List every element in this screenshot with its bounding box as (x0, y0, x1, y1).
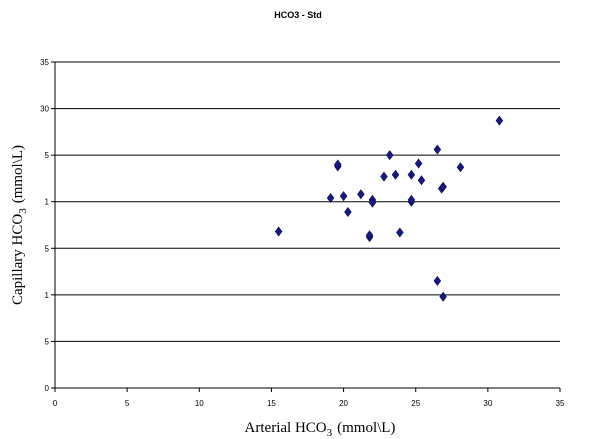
x-tick-label: 0 (53, 399, 58, 408)
data-point (439, 291, 447, 302)
data-point (433, 144, 442, 155)
y-tick-label: 1 (45, 291, 50, 300)
data-point (274, 226, 283, 237)
x-tick-label: 15 (267, 399, 276, 408)
data-point (407, 169, 416, 180)
data-point (365, 230, 374, 241)
data-point (339, 191, 348, 202)
chart-title: HCO3 - Std (274, 10, 322, 20)
x-tick-label: 5 (125, 399, 130, 408)
x-tick-label: 35 (556, 399, 565, 408)
y-tick-label: 5 (45, 244, 50, 253)
data-point (414, 158, 423, 169)
data-point (380, 171, 388, 182)
data-point (334, 159, 342, 170)
x-axis-label-subscript: 3 (327, 427, 333, 439)
y-tick-label: 30 (40, 105, 49, 114)
data-point (417, 175, 426, 186)
x-axis-tick-labels: 0 5 10 15 20 25 30 35 (53, 399, 565, 408)
data-point (385, 150, 394, 161)
x-axis-label: Arterial HCO3 (mmol\L) (245, 420, 396, 439)
y-tick-label: 1 (45, 198, 50, 207)
data-point (326, 192, 335, 203)
y-tick-label: 5 (45, 337, 50, 346)
x-axis-label-unit: (mmol\L) (337, 420, 395, 436)
y-axis-label-unit: (mmol\L) (10, 145, 26, 203)
x-tick-label: 10 (195, 399, 204, 408)
data-point (433, 275, 442, 286)
x-tick-label: 30 (483, 399, 492, 408)
axes (51, 61, 561, 392)
y-tick-label: 5 (45, 151, 50, 160)
y-axis-label-main: Capillary HCO (10, 214, 26, 305)
y-axis-label-subscript: 3 (17, 208, 29, 214)
data-point (368, 197, 377, 208)
data-point (344, 206, 352, 217)
y-axis-tick-labels: 0 5 1 5 1 5 30 35 (40, 58, 49, 393)
x-tick-label: 20 (339, 399, 348, 408)
data-point (456, 162, 465, 173)
y-tick-label: 0 (45, 384, 50, 393)
y-tick-label: 35 (40, 58, 49, 67)
data-points (274, 115, 504, 302)
y-axis-label: Capillary HCO3 (mmol\L) (10, 145, 29, 305)
x-axis-label-main: Arterial HCO (245, 420, 327, 436)
data-point (391, 169, 400, 180)
x-tick-label: 25 (411, 399, 420, 408)
gridlines (55, 61, 560, 342)
data-point (495, 115, 504, 126)
data-point (357, 189, 365, 200)
data-point (439, 181, 447, 192)
data-point (396, 227, 404, 238)
data-point (407, 194, 416, 205)
